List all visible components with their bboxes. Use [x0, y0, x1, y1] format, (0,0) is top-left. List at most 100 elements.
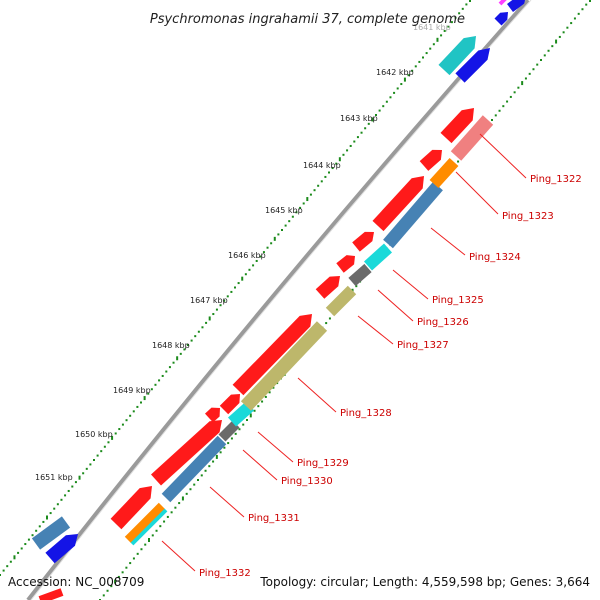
inner-tick	[547, 49, 550, 52]
inner-tick	[136, 552, 139, 555]
outer-tick	[284, 224, 287, 227]
gene-label: Ping_1324	[469, 252, 521, 263]
inner-tick	[268, 391, 271, 394]
inner-tick	[117, 575, 120, 578]
inner-tick	[562, 31, 565, 34]
outer-tick	[277, 233, 280, 236]
outer-tick	[309, 193, 312, 196]
outer-tick	[302, 202, 305, 205]
inner-tick	[272, 386, 275, 389]
outer-tick	[436, 37, 439, 42]
outer-tick	[100, 450, 103, 453]
outer-tick	[469, 0, 471, 2]
outer-tick	[111, 435, 114, 440]
outer-tick	[371, 117, 374, 122]
kbp-label: 1649 kbp	[113, 386, 151, 395]
outer-tick	[375, 114, 377, 116]
outer-tick	[212, 313, 215, 316]
gene-label: Ping_1327	[397, 340, 449, 351]
gene-forward	[219, 394, 240, 415]
outer-tick	[270, 242, 273, 245]
gene-label: Ping_1322	[530, 174, 582, 185]
gene-reverse	[450, 115, 494, 161]
gene-label: Ping_1330	[281, 476, 333, 487]
inner-tick	[204, 469, 207, 472]
gene-reverse	[364, 243, 392, 271]
outer-tick	[143, 396, 146, 401]
topology-text: Topology: circular; Length: 4,559,598 bp…	[259, 575, 590, 589]
outer-tick	[17, 551, 20, 554]
inner-tick	[543, 54, 546, 57]
outer-tick	[396, 87, 399, 90]
inner-tick	[114, 579, 117, 584]
leader-line	[392, 269, 429, 300]
inner-tick	[570, 22, 573, 25]
outer-tick	[425, 52, 428, 55]
outer-tick	[82, 472, 85, 475]
inner-tick	[227, 442, 230, 445]
outer-tick	[154, 383, 157, 386]
inner-tick	[528, 72, 531, 75]
gene-forward	[438, 36, 476, 76]
leader-line	[209, 486, 245, 518]
inner-tick	[238, 428, 241, 431]
inner-tick	[181, 496, 184, 501]
outer-tick	[346, 149, 349, 152]
outer-tick	[273, 236, 276, 241]
outer-tick	[252, 264, 255, 267]
outer-tick	[9, 560, 12, 563]
leader-line	[377, 289, 414, 322]
inner-tick	[155, 529, 158, 532]
gene-features	[31, 0, 526, 600]
outer-tick	[201, 326, 204, 329]
inner-tick	[566, 26, 569, 29]
outer-tick	[205, 321, 208, 324]
inner-tick	[581, 8, 584, 11]
gene-reverse	[429, 158, 459, 188]
outer-tick	[262, 251, 265, 254]
inner-tick	[102, 594, 105, 597]
inner-tick	[246, 419, 248, 421]
gene-forward	[494, 12, 508, 26]
outer-tick	[38, 525, 41, 528]
gene-label: Ping_1331	[248, 513, 300, 524]
gene-forward	[352, 231, 374, 252]
leader-line	[455, 171, 499, 215]
gene-reverse	[31, 516, 71, 550]
gene-forward	[205, 407, 220, 423]
map-title: Psychromonas ingrahamii 37, complete gen…	[150, 12, 465, 27]
gene-label: Ping_1328	[340, 408, 392, 419]
gene-reverse	[383, 181, 443, 249]
outer-tick	[349, 144, 352, 147]
inner-tick	[498, 109, 501, 112]
outer-tick	[13, 555, 16, 560]
gene-forward	[232, 314, 312, 396]
outer-tick	[461, 7, 464, 10]
outer-tick	[219, 304, 222, 307]
inner-tick	[148, 538, 150, 542]
outer-tick	[353, 140, 356, 143]
inner-tick	[325, 322, 328, 325]
outer-tick	[197, 330, 200, 333]
inner-tick	[132, 557, 135, 560]
outer-tick	[71, 485, 74, 488]
outer-tick	[114, 432, 117, 435]
inner-tick	[234, 432, 237, 435]
inner-tick	[502, 105, 505, 108]
inner-tick	[151, 534, 154, 537]
outer-tick	[42, 520, 45, 523]
inner-tick	[491, 119, 493, 121]
gene-forward	[45, 534, 78, 564]
outer-tick	[248, 268, 251, 271]
outer-tick	[24, 543, 27, 546]
outer-tick	[223, 299, 226, 302]
outer-tick	[342, 153, 345, 156]
gene-label: Ping_1326	[417, 317, 469, 328]
outer-tick	[179, 352, 182, 355]
outer-tick	[60, 498, 63, 501]
kbp-label: 1645 kbp	[265, 206, 303, 215]
outer-tick	[103, 445, 106, 448]
outer-tick	[6, 565, 9, 568]
outer-tick	[96, 454, 99, 457]
outer-tick	[176, 356, 179, 361]
